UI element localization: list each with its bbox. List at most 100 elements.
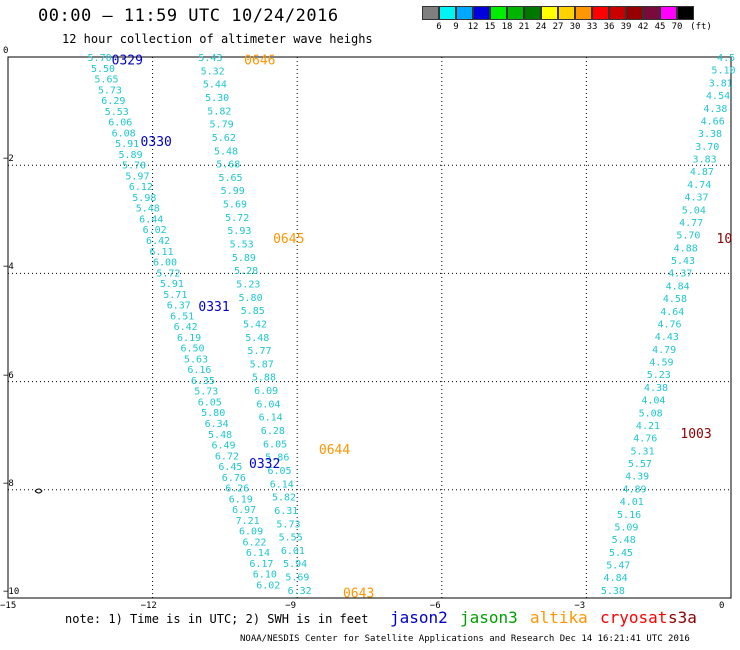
swh-value: 6.10 [253, 570, 277, 581]
swh-value: 5.30 [205, 93, 229, 104]
swh-value: 6.44 [139, 214, 163, 225]
swh-value: 6.05 [263, 439, 287, 450]
swh-value: 5.31 [631, 446, 655, 457]
swh-value: 5.91 [160, 279, 184, 290]
legend-label: 39 [620, 22, 632, 32]
legend-label: 12 [467, 22, 479, 32]
swh-value: 5.70 [88, 53, 112, 64]
swh-value: 6.14 [270, 479, 294, 490]
swh-value: 6.19 [229, 494, 253, 505]
swh-value: 6.09 [254, 386, 278, 397]
swh-value: 5.73 [276, 519, 300, 530]
swh-value: 5.48 [245, 333, 269, 344]
swh-value: 4.04 [641, 396, 665, 407]
swh-value: 5.87 [250, 359, 274, 370]
legend-label: 24 [535, 22, 547, 32]
swh-value: 4.58 [663, 294, 687, 305]
swh-value: 4.5 [717, 53, 735, 64]
swh-value: 6.02 [143, 225, 167, 236]
x-tick-label: −3 [574, 601, 586, 611]
swh-value: 6.08 [112, 128, 136, 139]
swh-value: 6.97 [232, 505, 256, 516]
plot-frame [7, 56, 732, 599]
swh-value: 4.54 [706, 91, 730, 102]
swh-value: 5.09 [614, 522, 638, 533]
y-tick-label: −8 [3, 478, 14, 489]
swh-value: 5.10 [711, 66, 735, 77]
swh-value: 5.63 [184, 354, 208, 365]
swh-value: 5.45 [609, 548, 633, 559]
legend-swatch [643, 6, 660, 20]
swh-value: 5.99 [221, 186, 245, 197]
swh-value: 6.42 [174, 322, 198, 333]
swh-value: 6.02 [256, 580, 280, 591]
swh-value: 6.29 [101, 96, 125, 107]
swh-value: 5.73 [194, 387, 218, 398]
swh-value: 5.94 [283, 559, 307, 570]
satellite-name: s3a [668, 608, 697, 627]
pass-time-label: 0330 [141, 135, 172, 150]
swh-value: 5.71 [163, 290, 187, 301]
swh-value: 4.37 [684, 193, 708, 204]
swh-value: 5.08 [639, 408, 663, 419]
legend-label: 70 [671, 22, 683, 32]
swh-value: 3.38 [698, 129, 722, 140]
legend-swatch [507, 6, 524, 20]
legend-label: 33 [586, 22, 598, 32]
swh-value: 6.37 [167, 301, 191, 312]
swh-value: 6.26 [225, 484, 249, 495]
swh-value: 6.14 [246, 548, 270, 559]
credit-line: NOAA/NESDIS Center for Satellite Applica… [240, 634, 690, 644]
swh-value: 6.04 [256, 399, 280, 410]
swh-value: 4.43 [655, 332, 679, 343]
legend-swatch [456, 6, 473, 20]
swh-value: 4.38 [703, 104, 727, 115]
swh-value: 5.93 [227, 226, 251, 237]
swh-value: 3.70 [695, 142, 719, 153]
swh-value: 5.38 [601, 586, 625, 597]
swh-value: 5.91 [115, 139, 139, 150]
swh-value: 5.80 [239, 293, 263, 304]
y-tick-label: −2 [3, 154, 14, 165]
swh-value: 5.55 [279, 533, 303, 544]
legend-swatch [439, 6, 456, 20]
pass-time-label: 0332 [249, 457, 280, 472]
swh-value: 6.72 [215, 451, 239, 462]
swh-value: 5.77 [247, 346, 271, 357]
swh-value: 5.53 [105, 107, 129, 118]
satellite-name: altika [530, 608, 588, 627]
swh-value: 6.51 [170, 311, 194, 322]
swh-value: 4.76 [657, 319, 681, 330]
swh-value: 4.37 [668, 269, 692, 280]
pass-time-label: 1003 [680, 427, 711, 442]
swh-value: 5.28 [234, 266, 258, 277]
map-title: 00:00 – 11:59 UTC 10/24/2016 [38, 6, 339, 26]
swh-value: 6.76 [222, 473, 246, 484]
swh-value: 5.57 [628, 459, 652, 470]
swh-value: 5.43 [671, 256, 695, 267]
pass-time-label: 0645 [273, 232, 304, 247]
coast-outline [34, 488, 43, 494]
pass-time-label: 0331 [198, 300, 229, 315]
swh-value: 6.35 [191, 376, 215, 387]
swh-value: 4.64 [660, 307, 684, 318]
y-tick-label: −4 [3, 262, 14, 273]
y-tick-label: −6 [3, 370, 14, 381]
swh-value: 5.72 [156, 268, 180, 279]
legend-swatch [660, 6, 677, 20]
swh-value: 5.65 [218, 173, 242, 184]
swh-value: 6.28 [261, 426, 285, 437]
swh-value: 4.87 [690, 167, 714, 178]
swh-value: 5.50 [91, 64, 115, 75]
x-tick-label: 0 [719, 601, 725, 611]
x-tick-label: −9 [285, 601, 297, 611]
swh-value: 5.97 [125, 171, 149, 182]
legend-label: 36 [603, 22, 615, 32]
map-subtitle: 12 hour collection of altimeter wave hei… [62, 32, 373, 46]
swh-value: 6.12 [129, 182, 153, 193]
swh-value: 5.62 [212, 133, 236, 144]
swh-value: 5.23 [647, 370, 671, 381]
swh-value: 6.34 [205, 419, 229, 430]
y-tick-label: 0 [3, 46, 9, 56]
swh-value: 6.01 [281, 546, 305, 557]
